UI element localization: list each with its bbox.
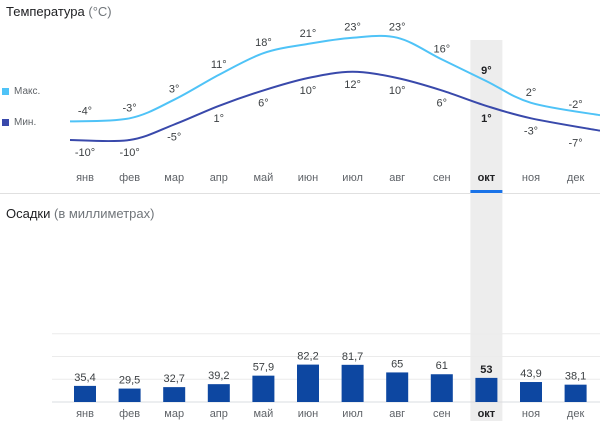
legend-min: Мин. [2, 117, 36, 128]
precip-value-label: 32,7 [163, 373, 184, 385]
legend-min-swatch [2, 118, 9, 126]
min-temp-label: 12° [344, 79, 361, 91]
max-temp-label: 23° [389, 22, 406, 34]
max-temp-label: 16° [433, 43, 450, 55]
max-temp-label: -4° [78, 105, 92, 117]
min-temp-label: -10° [119, 147, 139, 159]
temp-month-tick[interactable]: апр [210, 172, 228, 184]
precip-bar[interactable] [163, 387, 186, 402]
min-temp-label: 6° [437, 97, 448, 109]
temp-month-tick[interactable]: окт [478, 172, 496, 184]
precipitation-title: Осадки (в миллиметрах) [6, 206, 154, 221]
min-temp-label: -7° [569, 138, 583, 150]
precip-bar[interactable] [252, 375, 275, 402]
precip-month-tick[interactable]: фев [119, 408, 140, 420]
legend-max-label: Макс. [14, 86, 41, 97]
precip-month-tick[interactable]: июн [298, 408, 318, 420]
max-temp-label: 11° [211, 59, 227, 71]
max-temp-label: 21° [300, 28, 317, 40]
max-temp-label: 9° [481, 65, 492, 77]
temp-month-tick[interactable]: июл [342, 172, 363, 184]
precip-value-label: 53 [480, 364, 492, 376]
precip-value-label: 61 [436, 360, 448, 372]
precip-value-label: 38,1 [565, 371, 586, 383]
precip-bar[interactable] [74, 385, 96, 402]
precip-bar[interactable] [564, 384, 587, 402]
min-temp-label: -10° [75, 147, 95, 159]
max-temp-label: 18° [255, 37, 272, 49]
precip-bar[interactable] [297, 364, 319, 402]
min-temp-label: 1° [214, 113, 225, 125]
precip-value-label: 39,2 [208, 370, 229, 382]
max-temp-label: -2° [569, 99, 583, 111]
temp-month-tick[interactable]: фев [119, 172, 140, 184]
max-temp-label: -3° [123, 102, 137, 114]
precip-bar[interactable] [430, 374, 453, 402]
min-temp-label: -3° [524, 125, 538, 137]
precip-month-tick[interactable]: янв [76, 408, 94, 420]
precip-bar[interactable] [520, 382, 542, 402]
precip-value-label: 57,9 [253, 362, 274, 374]
temp-month-tick[interactable]: июн [298, 172, 318, 184]
temp-month-tick[interactable]: май [253, 172, 273, 184]
precip-month-tick[interactable]: июл [342, 408, 363, 420]
precip-month-tick[interactable]: дек [567, 408, 585, 420]
temperature-title-text: Температура [6, 4, 85, 19]
precip-value-label: 81,7 [342, 351, 363, 363]
precip-value-label: 43,9 [520, 368, 541, 380]
precip-bar[interactable] [207, 384, 230, 402]
precip-value-label: 35,4 [74, 372, 95, 384]
min-temp-label: 10° [389, 85, 406, 97]
max-temperature-line [69, 34, 600, 123]
max-temp-label: 23° [344, 22, 361, 34]
precip-month-tick[interactable]: апр [210, 408, 228, 420]
min-temp-label: 6° [258, 97, 269, 109]
precip-value-label: 65 [391, 358, 403, 370]
precip-month-tick[interactable]: сен [433, 408, 451, 420]
selected-month-band [470, 40, 503, 421]
temp-month-tick[interactable]: ноя [522, 172, 540, 184]
min-temp-label: 1° [481, 113, 492, 125]
precip-month-tick[interactable]: мар [164, 408, 184, 420]
section-divider [0, 193, 600, 194]
precip-bar[interactable] [475, 377, 498, 402]
legend-min-label: Мин. [14, 117, 37, 128]
precip-month-tick[interactable]: ноя [522, 408, 540, 420]
max-temp-label: 3° [169, 84, 180, 96]
selected-month-underline [470, 190, 503, 193]
min-temperature-line [69, 70, 600, 143]
precip-value-label: 82,2 [297, 351, 318, 363]
precip-month-tick[interactable]: окт [478, 408, 496, 420]
precipitation-unit: (в миллиметрах) [54, 206, 155, 221]
temp-month-tick[interactable]: янв [76, 172, 94, 184]
temperature-unit: (°C) [88, 4, 112, 19]
precip-month-tick[interactable]: авг [389, 408, 405, 420]
precip-month-tick[interactable]: май [253, 408, 273, 420]
temp-month-tick[interactable]: мар [164, 172, 184, 184]
max-temp-label: 2° [526, 87, 537, 99]
precip-bar[interactable] [341, 364, 364, 402]
temp-month-tick[interactable]: сен [433, 172, 451, 184]
temp-month-tick[interactable]: дек [567, 172, 585, 184]
min-temp-label: 10° [300, 85, 317, 97]
precip-bar[interactable] [118, 388, 141, 402]
precip-value-label: 29,5 [119, 375, 140, 387]
precipitation-title-text: Осадки [6, 206, 51, 221]
legend-max: Макс. [2, 86, 40, 97]
precip-bar[interactable] [386, 372, 409, 402]
min-temp-label: -5° [167, 132, 181, 144]
temp-month-tick[interactable]: авг [389, 172, 405, 184]
legend-max-swatch [2, 87, 9, 95]
temperature-title: Температура (°C) [6, 4, 112, 19]
